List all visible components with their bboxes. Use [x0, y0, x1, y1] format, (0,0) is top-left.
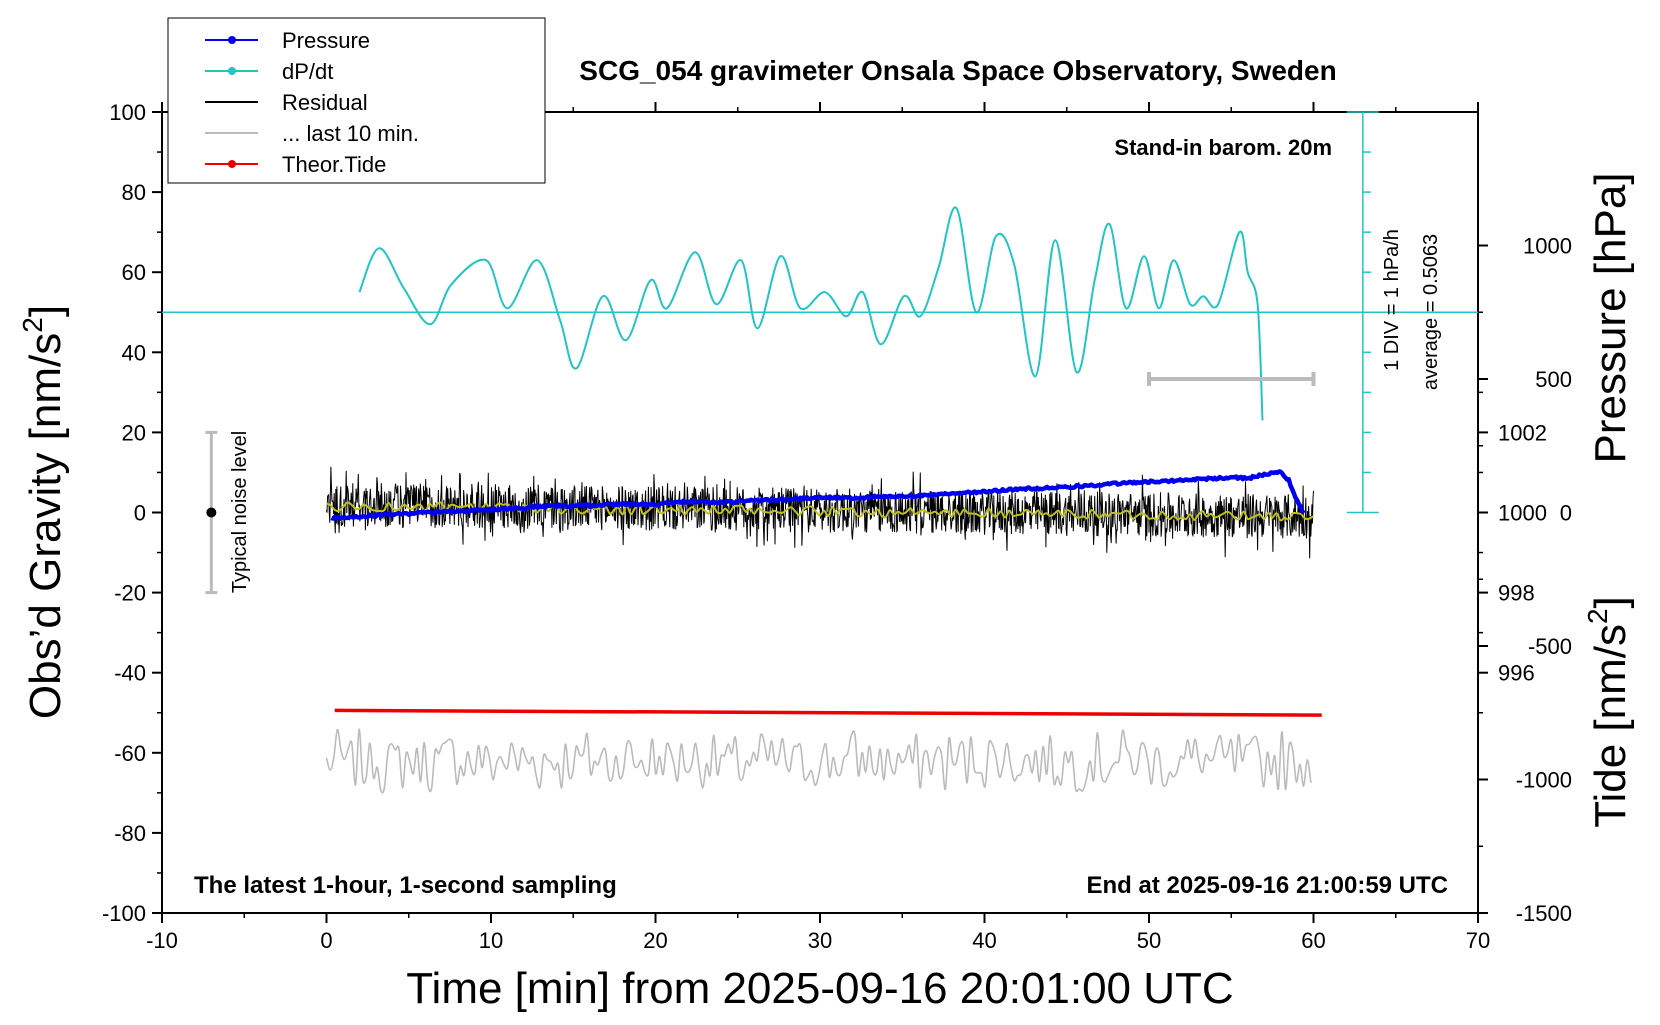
- y-label-tide-close: ]: [1586, 596, 1635, 608]
- pressure-tick-label: 1002: [1498, 420, 1547, 445]
- legend-box: [167, 17, 546, 184]
- y-label-tide-main: Tide [nm/s: [1586, 624, 1635, 828]
- pressure-tick-label: 998: [1498, 581, 1535, 606]
- y-axis-ticks: -100 -80 -60 -40 -20 0 20 40 60 80 100: [102, 100, 162, 926]
- y-tick-label: -80: [114, 821, 146, 846]
- x-axis-label: Time [min] from 2025-09-16 20:01:00 UTC: [406, 964, 1233, 1013]
- dpdt-scale-bar: [1346, 111, 1379, 514]
- pressure-tick-label: 996: [1498, 661, 1535, 686]
- x-tick-label: 40: [972, 928, 996, 953]
- y-tick-label: -60: [114, 741, 146, 766]
- x-axis-ticks: -10 0 10 20 30 40 50 60 70: [146, 102, 1490, 953]
- residual-series: [326, 466, 1314, 559]
- annotation-stand-in: Stand-in barom. 20m: [1114, 135, 1332, 160]
- x-tick-label: 70: [1466, 928, 1490, 953]
- y-label-left-main: Obs’d Gravity [nm/s: [21, 333, 70, 719]
- noise-bar: [205, 430, 218, 595]
- theor-tide-series: [334, 708, 1322, 717]
- y-label-left-close: ]: [21, 305, 70, 317]
- tide-tick-label: -1000: [1516, 768, 1572, 793]
- legend-label: Pressure: [282, 28, 370, 53]
- chart-title: SCG_054 gravimeter Onsala Space Observat…: [579, 55, 1336, 86]
- noise-bar-dot: [206, 507, 217, 518]
- legend-label: Theor.Tide: [282, 152, 386, 177]
- x-tick-label: 60: [1301, 928, 1325, 953]
- x-tick-label: -10: [146, 928, 178, 953]
- residual-line: [326, 466, 1314, 559]
- y-axis-label-pressure: Pressure [hPa]: [1586, 172, 1635, 463]
- x-tick-label: 0: [320, 928, 332, 953]
- y-tick-label: 0: [134, 501, 146, 526]
- y-tick-label: 20: [122, 420, 146, 445]
- dpdt-line: [358, 206, 1264, 421]
- annotation-average: average = 0.5063: [1420, 234, 1442, 390]
- annotation-latest: The latest 1-hour, 1-second sampling: [194, 872, 617, 899]
- y-tick-label: 40: [122, 340, 146, 365]
- annotation-end-at: End at 2025-09-16 21:00:59 UTC: [1087, 872, 1449, 899]
- y-axis-label-left: Obs’d Gravity [nm/s2]: [17, 305, 70, 719]
- last-10-min-line: [325, 728, 1312, 794]
- tide-tick-label: 500: [1535, 367, 1572, 392]
- legend-marker: [228, 36, 236, 44]
- legend-label: Residual: [282, 90, 368, 115]
- y-label-left-sup: 2: [17, 317, 48, 333]
- pressure-axis-ticks: 996 998 1000 1002: [1478, 391, 1547, 714]
- x-tick-label: 50: [1137, 928, 1161, 953]
- legend-label: dP/dt: [282, 59, 333, 84]
- annotation-noise: Typical noise level: [229, 431, 251, 593]
- x-tick-label: 10: [479, 928, 503, 953]
- y-tick-label: 80: [122, 180, 146, 205]
- y-tick-label: -40: [114, 661, 146, 686]
- legend: Pressure dP/dt Residual ... last 10 min. The…: [167, 17, 546, 184]
- last-10-min-series: [325, 728, 1312, 794]
- dpdt-series: [162, 206, 1478, 421]
- legend-marker: [228, 160, 236, 168]
- y-tick-label: 100: [109, 100, 146, 125]
- pressure-tick-label: 1000: [1498, 501, 1547, 526]
- pressure-line: [330, 469, 1306, 521]
- y-tick-label: -100: [102, 901, 146, 926]
- tide-tick-label: 0: [1560, 501, 1572, 526]
- legend-label: ... last 10 min.: [282, 121, 419, 146]
- x-tick-label: 20: [643, 928, 667, 953]
- tide-tick-label: -1500: [1516, 901, 1572, 926]
- pressure-series: [330, 469, 1306, 521]
- ten-min-bar: [1147, 372, 1316, 386]
- tide-tick-label: -500: [1528, 634, 1572, 659]
- annotation-div: 1 DIV = 1 hPa/h: [1381, 229, 1403, 371]
- y-tick-label: -20: [114, 581, 146, 606]
- y-tick-label: 60: [122, 260, 146, 285]
- y-axis-label-tide: Tide [nm/s2]: [1582, 596, 1635, 828]
- tide-axis-ticks: -1500 -1000 -500 0 500 1000: [1478, 234, 1572, 926]
- y-label-tide-sup: 2: [1582, 608, 1613, 624]
- theor-tide-line: [334, 708, 1322, 717]
- legend-marker: [228, 67, 236, 75]
- x-tick-label: 30: [808, 928, 832, 953]
- tide-tick-label: 1000: [1523, 234, 1572, 259]
